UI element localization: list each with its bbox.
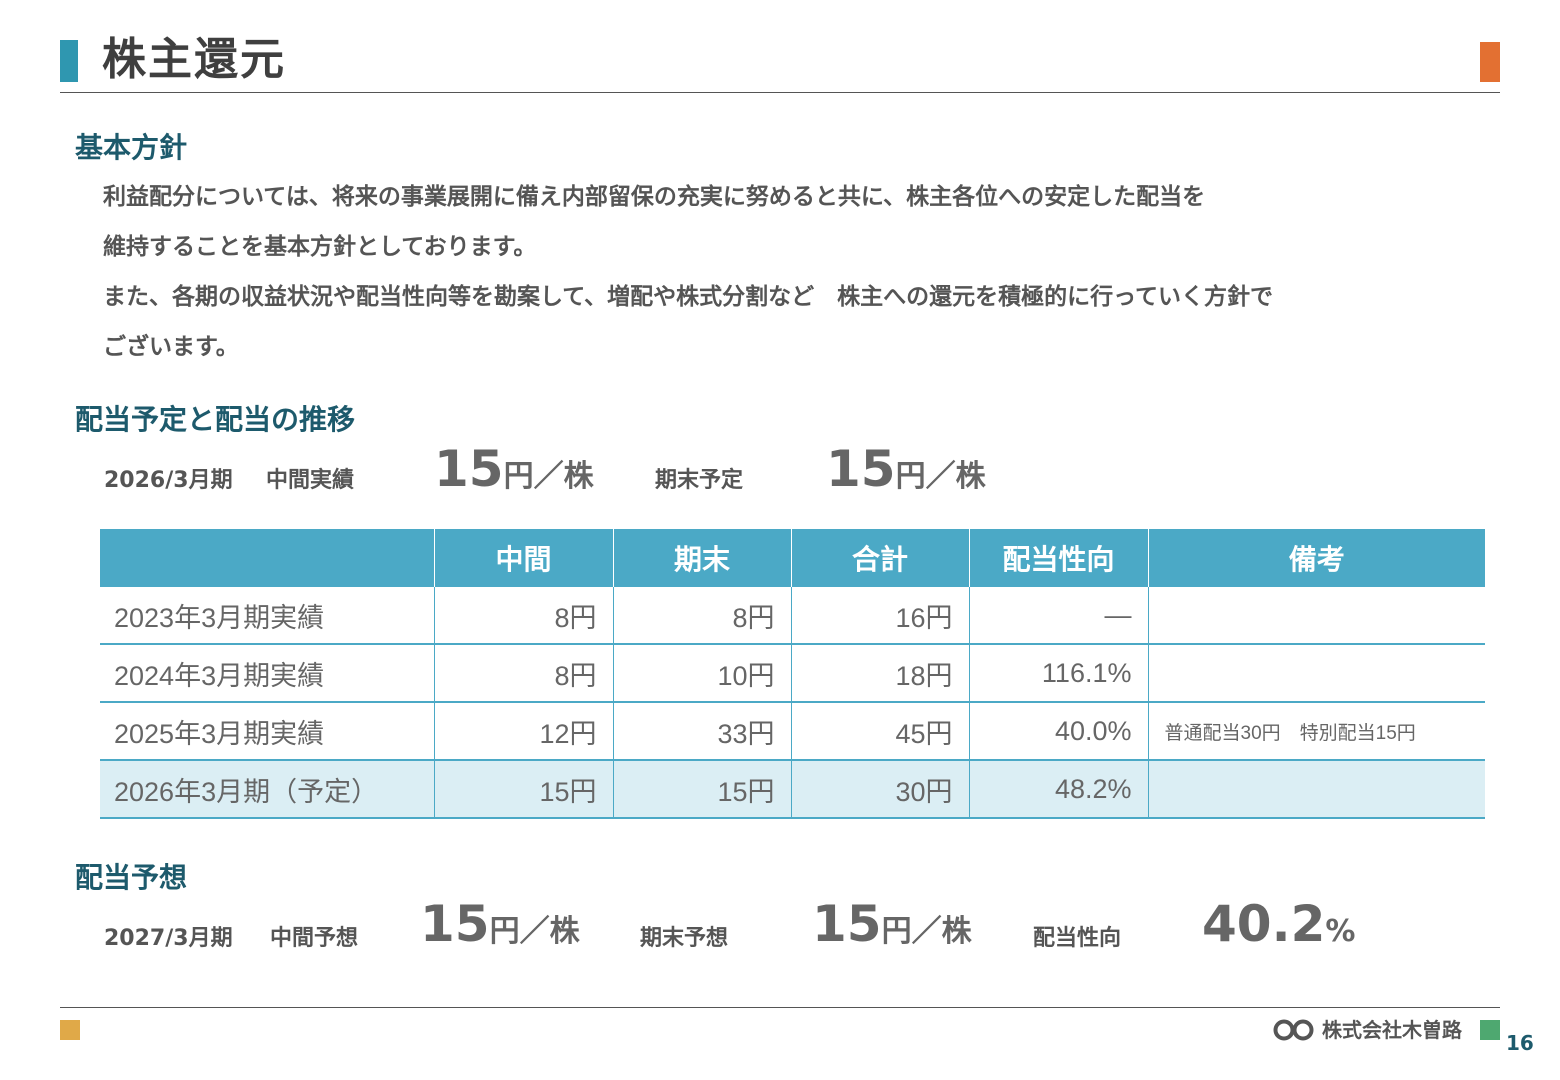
table-row: 2023年3月期実績 8円 8円 16円 ― (100, 587, 1485, 645)
plan-interim-unit: 円／株 (503, 459, 594, 494)
cell-note (1147, 760, 1485, 819)
cell-yearend: 15円 (612, 760, 791, 819)
plan-yearend-label: 期末予定 (655, 468, 744, 493)
cell-interim: 15円 (433, 760, 613, 819)
forecast-interim-unit: 円／株 (489, 914, 580, 949)
cell-interim: 12円 (433, 702, 613, 761)
title-divider (60, 92, 1500, 93)
cell-period: 2024年3月期実績 (100, 644, 434, 703)
forecast-yearend-unit: 円／株 (881, 914, 972, 949)
footer-accent-yellow (60, 1020, 80, 1040)
cell-payout: 48.2% (968, 760, 1148, 819)
cell-note (1147, 587, 1485, 645)
forecast-payout-value: 40.2 (1202, 895, 1326, 953)
page-title: 株主還元 (102, 34, 286, 85)
cell-total: 30円 (790, 760, 969, 819)
footer-accent-green (1480, 1020, 1500, 1040)
plan-heading: 配当予定と配当の推移 (75, 403, 356, 436)
plan-interim-amount: 15円／株 (434, 440, 594, 498)
forecast-payout-label: 配当性向 (1033, 926, 1122, 951)
forecast-heading: 配当予想 (75, 861, 188, 894)
plan-interim-value: 15 (434, 440, 504, 498)
forecast-yearend-label: 期末予想 (640, 926, 729, 951)
cell-period: 2026年3月期（予定） (100, 760, 434, 819)
policy-line: また、各期の収益状況や配当性向等を勘案して、増配や株式分割など 株主への還元を積… (103, 284, 1274, 310)
cell-payout: ― (968, 587, 1148, 645)
policy-line: 維持することを基本方針としております。 (103, 234, 537, 260)
column-header-payout: 配当性向 (968, 529, 1148, 587)
table-header-row: 中間 期末 合計 配当性向 備考 (100, 529, 1485, 587)
page-number: 16 (1506, 1031, 1534, 1055)
cell-total: 18円 (790, 644, 969, 703)
title-accent-bar (60, 40, 78, 82)
policy-text: 利益配分については、将来の事業展開に備え内部留保の充実に努めると共に、株主各位へ… (103, 172, 1503, 372)
cell-payout: 40.0% (968, 702, 1148, 761)
policy-heading: 基本方針 (75, 131, 188, 164)
cell-yearend: 8円 (612, 587, 791, 645)
company-name: 株式会社木曽路 (1322, 1018, 1462, 1042)
forecast-yearend-amount: 15円／株 (812, 895, 972, 953)
footer-divider (60, 1007, 1500, 1008)
cell-interim: 8円 (433, 644, 613, 703)
cell-interim: 8円 (433, 587, 613, 645)
forecast-interim-value: 15 (420, 895, 490, 953)
table-row: 2024年3月期実績 8円 10円 18円 116.1% (100, 644, 1485, 703)
table-row: 2025年3月期実績 12円 33円 45円 40.0% 普通配当30円 特別配… (100, 702, 1485, 761)
forecast-interim-label: 中間予想 (270, 926, 359, 951)
plan-yearend-amount: 15円／株 (826, 440, 986, 498)
policy-line: 利益配分については、将来の事業展開に備え内部留保の充実に努めると共に、株主各位へ… (103, 184, 1206, 210)
company-logo-icon (1273, 1019, 1314, 1041)
plan-period: 2026/3月期 (104, 468, 233, 493)
column-header-period (100, 529, 434, 587)
cell-total: 45円 (790, 702, 969, 761)
plan-yearend-value: 15 (826, 440, 896, 498)
forecast-payout-amount: 40.2% (1202, 895, 1355, 953)
cell-yearend: 33円 (612, 702, 791, 761)
column-header-total: 合計 (790, 529, 969, 587)
forecast-interim-amount: 15円／株 (420, 895, 580, 953)
policy-line: ございます。 (103, 334, 239, 360)
cell-yearend: 10円 (612, 644, 791, 703)
cell-note: 普通配当30円 特別配当15円 (1147, 702, 1485, 761)
forecast-period: 2027/3月期 (104, 926, 233, 951)
cell-period: 2025年3月期実績 (100, 702, 434, 761)
title-accent-block (1480, 42, 1500, 82)
cell-total: 16円 (790, 587, 969, 645)
dividend-table: 中間 期末 合計 配当性向 備考 2023年3月期実績 8円 8円 16円 ― … (100, 529, 1485, 819)
forecast-yearend-value: 15 (812, 895, 882, 953)
plan-interim-label: 中間実績 (266, 468, 355, 493)
column-header-note: 備考 (1147, 529, 1485, 587)
forecast-payout-unit: % (1325, 914, 1356, 949)
cell-note (1147, 644, 1485, 703)
column-header-interim: 中間 (433, 529, 613, 587)
cell-period: 2023年3月期実績 (100, 587, 434, 645)
column-header-yearend: 期末 (612, 529, 791, 587)
plan-yearend-unit: 円／株 (895, 459, 986, 494)
cell-payout: 116.1% (968, 644, 1148, 703)
table-row-highlighted: 2026年3月期（予定） 15円 15円 30円 48.2% (100, 760, 1485, 819)
